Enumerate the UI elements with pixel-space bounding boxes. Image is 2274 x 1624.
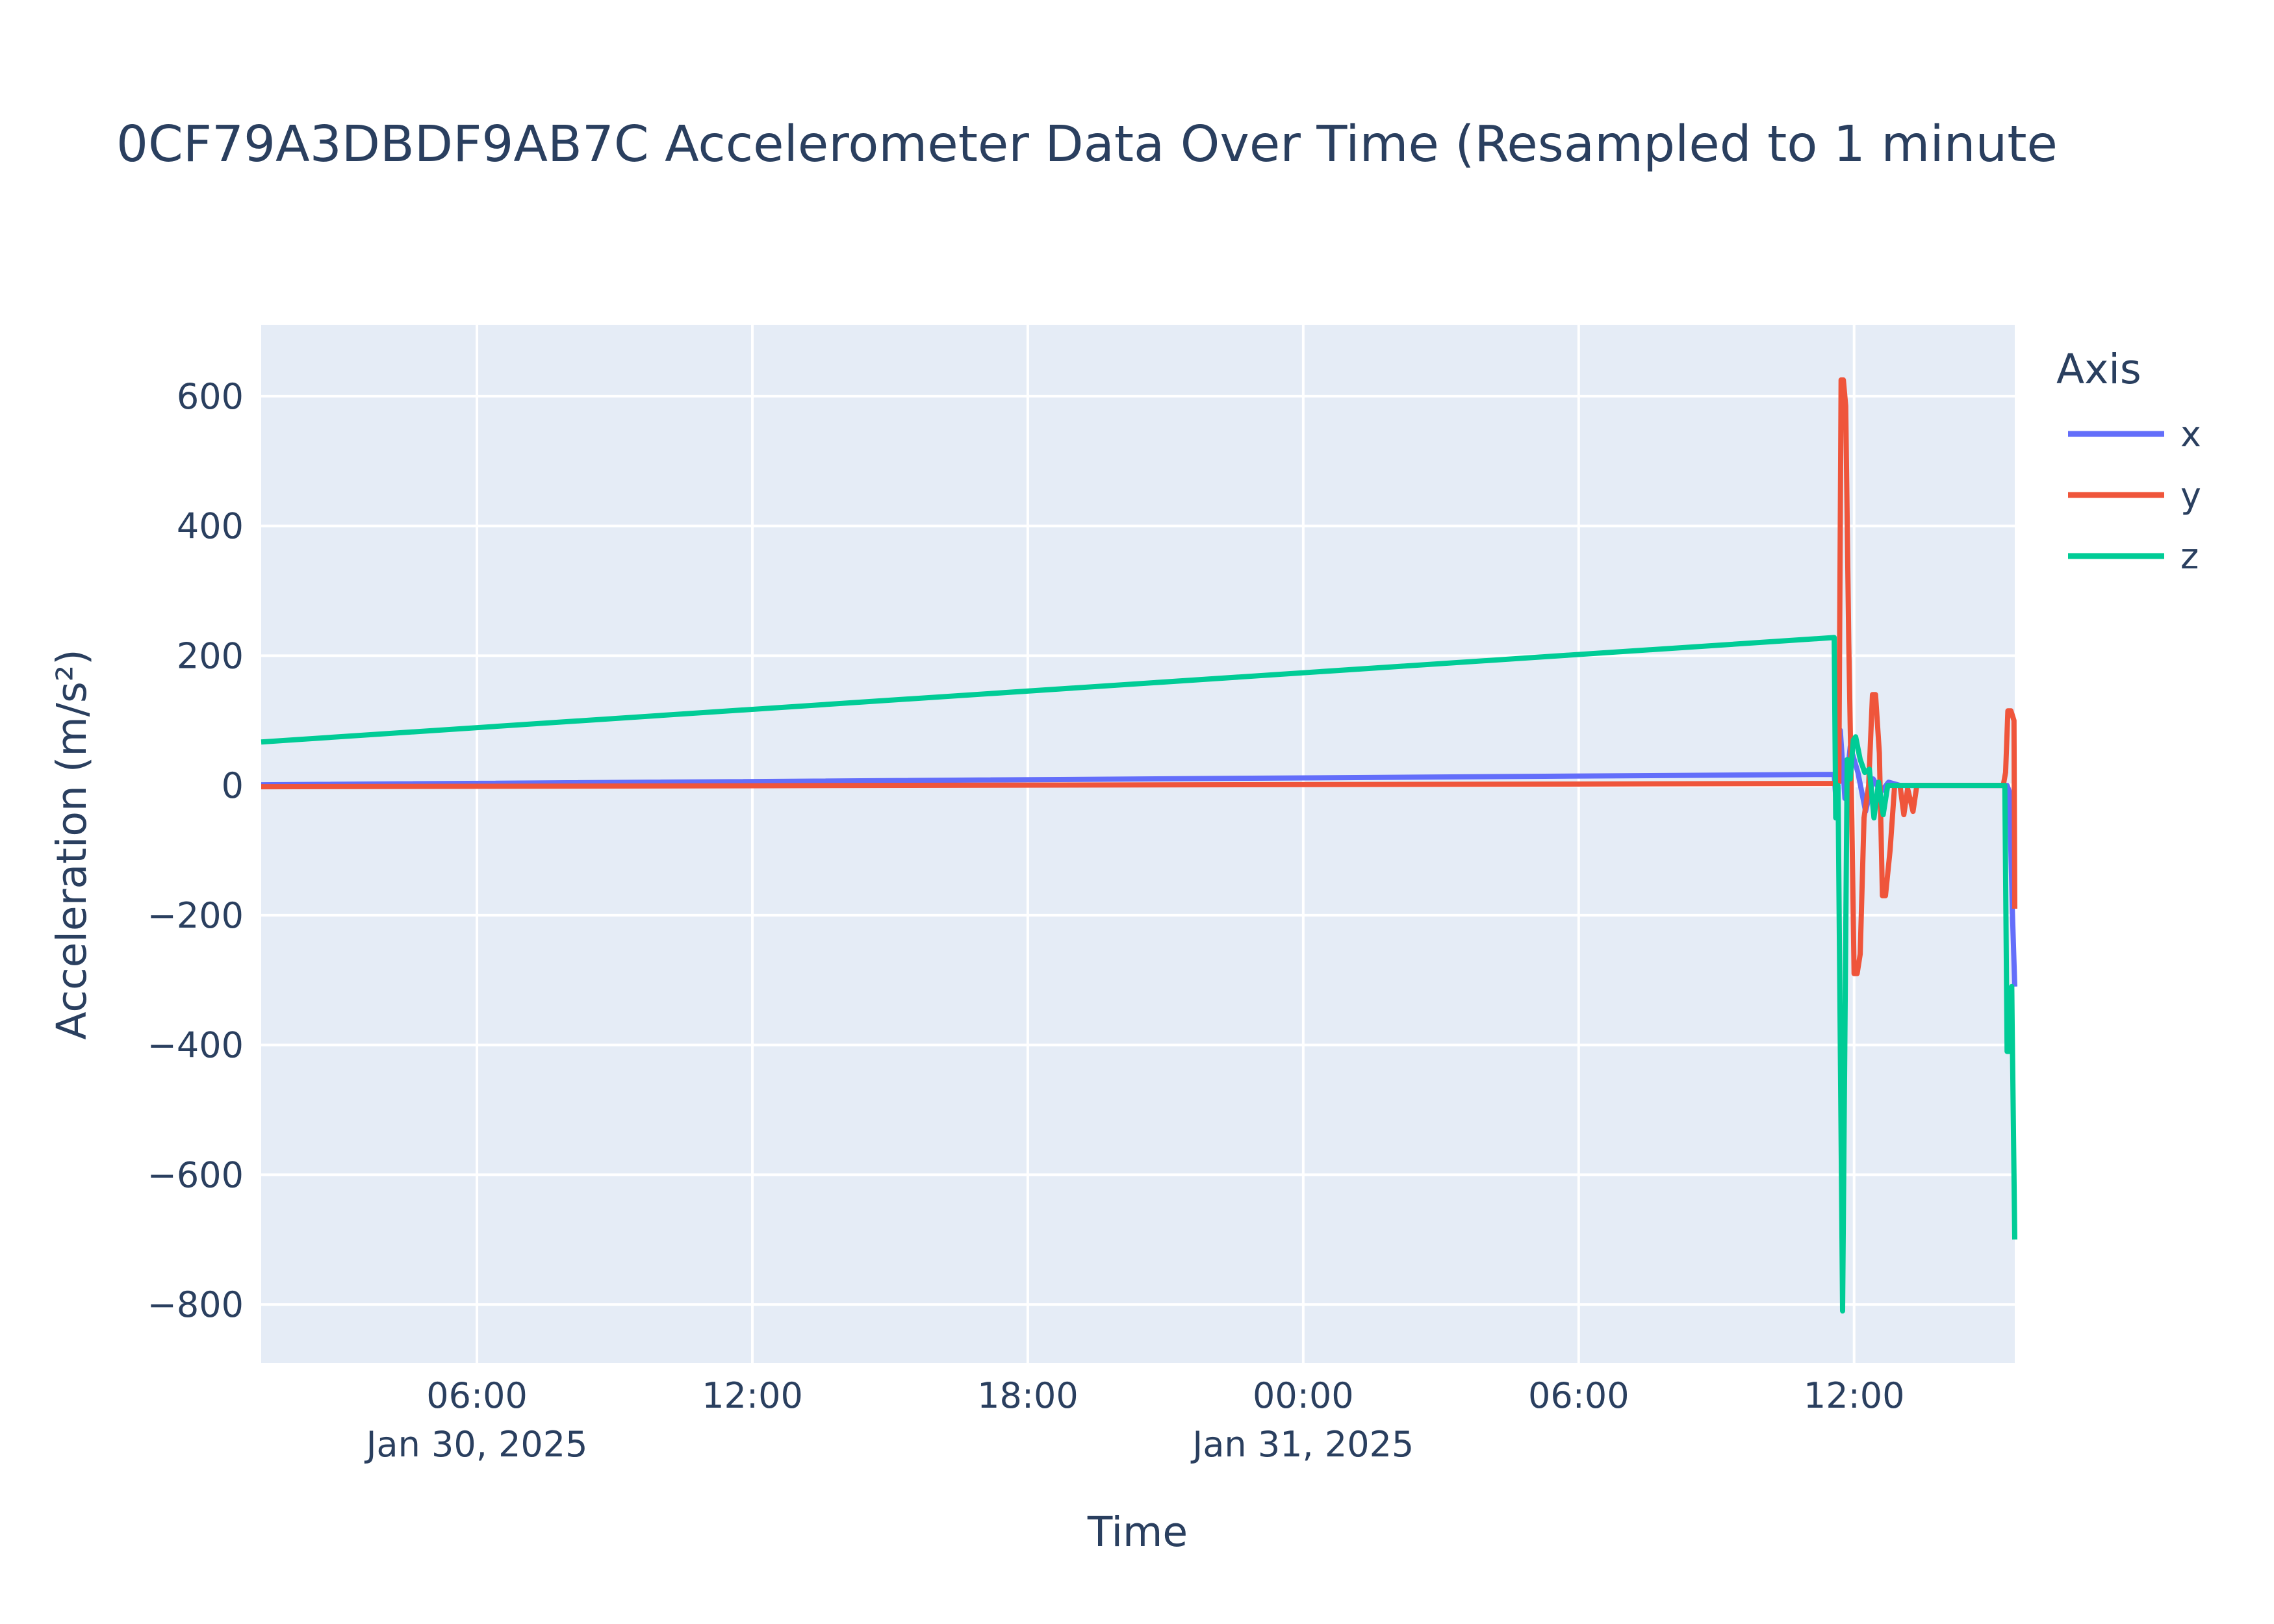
legend-label-y: y: [2180, 475, 2201, 516]
y-axis-ticks: 600 400 200 0 −200 −400 −600 −800: [147, 376, 244, 1325]
x-axis-ticks: 06:00 Jan 30, 2025 12:00 18:00 00:00 Jan 31, …: [364, 1375, 1905, 1465]
y-axis-title: Acceleration (m/s²): [48, 649, 96, 1039]
x-tick-label: 18:00: [977, 1375, 1079, 1416]
legend-label-x: x: [2180, 414, 2201, 455]
x-tick-label: 00:00: [1253, 1375, 1354, 1416]
plot-area: [261, 325, 2015, 1363]
y-tick-label: 0: [222, 765, 244, 806]
x-tick-date-label: Jan 30, 2025: [364, 1424, 588, 1465]
x-tick-label: 12:00: [702, 1375, 803, 1416]
legend-label-z: z: [2180, 536, 2199, 577]
series-lines: [261, 377, 2017, 1314]
y-tick-label: −800: [147, 1284, 244, 1325]
y-tick-label: 200: [177, 635, 244, 676]
legend: Axis xyz: [2056, 346, 2201, 577]
x-tick-label: 06:00: [1528, 1375, 1629, 1416]
y-tick-label: 400: [177, 506, 244, 547]
series-line-z: [261, 635, 2017, 1314]
x-tick-label: 12:00: [1804, 1375, 1905, 1416]
y-tick-label: −200: [147, 895, 244, 936]
y-tick-label: 600: [177, 376, 244, 417]
y-tick-label: −600: [147, 1154, 244, 1195]
legend-title: Axis: [2056, 346, 2141, 393]
chart-title: 0CF79A3DBDF9AB7C Accelerometer Data Over…: [116, 116, 2058, 173]
x-axis-title: Time: [1087, 1508, 1188, 1556]
y-tick-label: −400: [147, 1025, 244, 1066]
x-tick-label: 06:00: [426, 1375, 528, 1416]
x-tick-date-label: Jan 31, 2025: [1190, 1424, 1414, 1465]
